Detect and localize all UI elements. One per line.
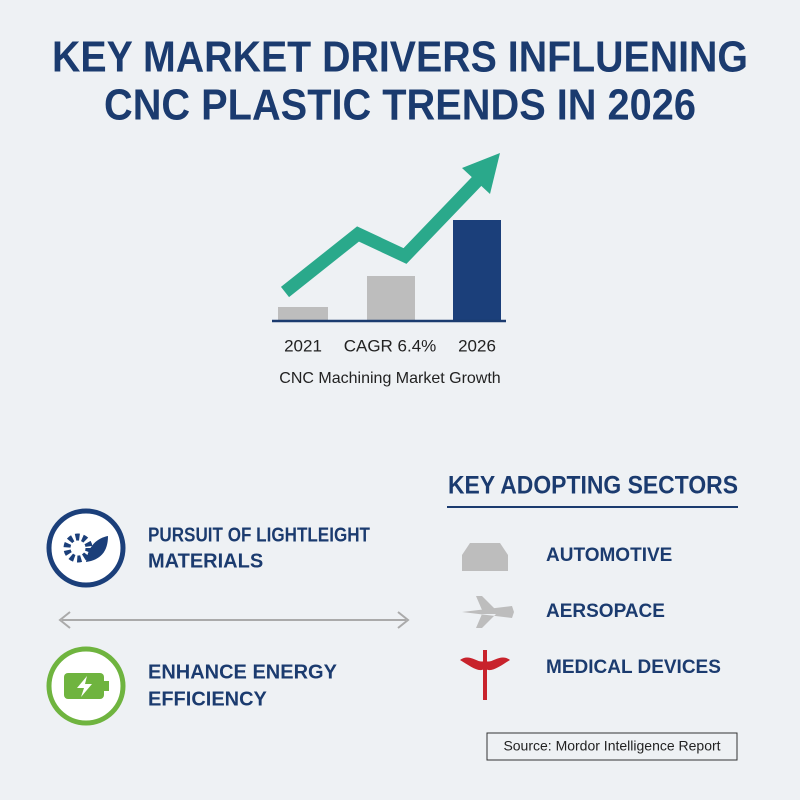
source: Source: Mordor Intelligence Report	[503, 738, 720, 754]
arrow-end	[397, 611, 410, 629]
source-box	[486, 732, 738, 761]
battery-tip	[104, 681, 109, 691]
caduceus-wings	[460, 657, 510, 671]
driver-text: EFFICIENCY	[148, 688, 268, 710]
driver-text: MATERIALS	[148, 550, 263, 572]
driver-text: PURSUIT OF LIGHTLEIGHT	[148, 524, 370, 546]
sector-item: AUTOMOTIVE	[546, 545, 672, 566]
growth-label: 2026	[458, 336, 496, 355]
leaf	[86, 536, 108, 562]
growth-graphic: 2021 CAGR 6.4% 2026 CNC Machining Market…	[272, 153, 506, 387]
car-icon	[462, 543, 508, 571]
growth-label: CAGR 6.4%	[344, 336, 437, 355]
plane-icon	[462, 596, 514, 628]
growth-label: 2021	[284, 336, 322, 355]
sectors-heading: KEY ADOPTING SECTORS	[448, 472, 738, 500]
driver-text: ENHANCE ENERGY	[148, 661, 338, 683]
title-line: CNC PLASTIC TRENDS IN 2026	[104, 81, 696, 130]
sector-item: MEDICAL DEVICES	[546, 657, 721, 678]
bar	[278, 307, 328, 320]
drivers: PURSUIT OF LIGHTLEIGHT MATERIALS ENHANCE…	[46, 508, 410, 726]
bar	[367, 276, 415, 320]
bolt	[77, 676, 92, 697]
sectors: KEY ADOPTING SECTORS AUTOMOTIVE AERSOPAC…	[447, 472, 738, 700]
trend-arrow	[280, 175, 483, 298]
title-line: KEY MARKET DRIVERS INFLUENING	[52, 33, 748, 82]
arrow-head	[462, 153, 500, 194]
arrow-end	[58, 611, 71, 629]
gear	[63, 533, 93, 563]
growth-caption: CNC Machining Market Growth	[279, 370, 500, 387]
bar	[453, 220, 501, 320]
sector-item: AERSOPACE	[546, 601, 665, 622]
